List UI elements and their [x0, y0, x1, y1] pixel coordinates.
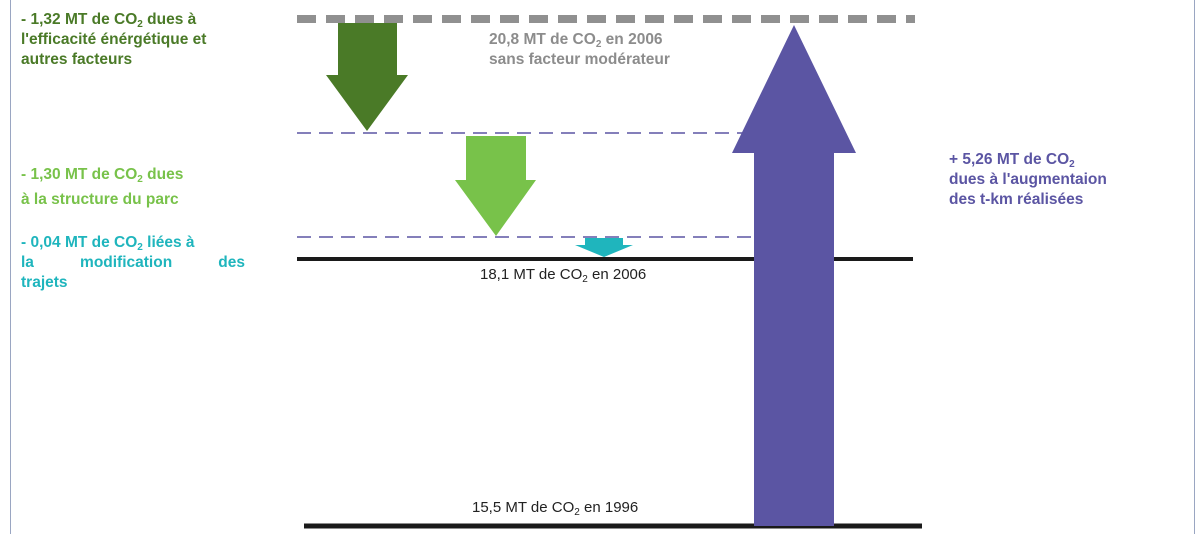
level-1996-label: 15,5 MT de CO2 en 1996 — [472, 499, 639, 518]
no-moderation-label: 20,8 MT de CO2 en 2006 sans facteur modé… — [489, 31, 670, 68]
trips-arrow — [575, 238, 633, 257]
diagram-frame — [10, 0, 1195, 534]
structure-arrow — [455, 136, 536, 236]
increase-label: + 5,26 MT de CO2 dues à l'augmentaion de… — [949, 151, 1107, 208]
structure-label: - 1,30 MT de CO2 dues à la structure du … — [21, 166, 184, 208]
level-2006-label: 18,1 MT de CO2 en 2006 — [480, 266, 647, 285]
trips-label: - 0,04 MT de CO2 liées à la modification… — [21, 234, 245, 291]
increase-arrow — [732, 25, 856, 526]
efficiency-arrow — [326, 23, 408, 131]
efficiency-label: - 1,32 MT de CO2 dues à l'efficacité éné… — [21, 11, 207, 68]
